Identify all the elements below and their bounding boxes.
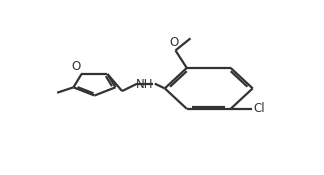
Text: Cl: Cl: [253, 102, 265, 115]
Text: O: O: [169, 36, 179, 49]
Text: O: O: [71, 60, 80, 73]
Text: NH: NH: [136, 78, 154, 91]
